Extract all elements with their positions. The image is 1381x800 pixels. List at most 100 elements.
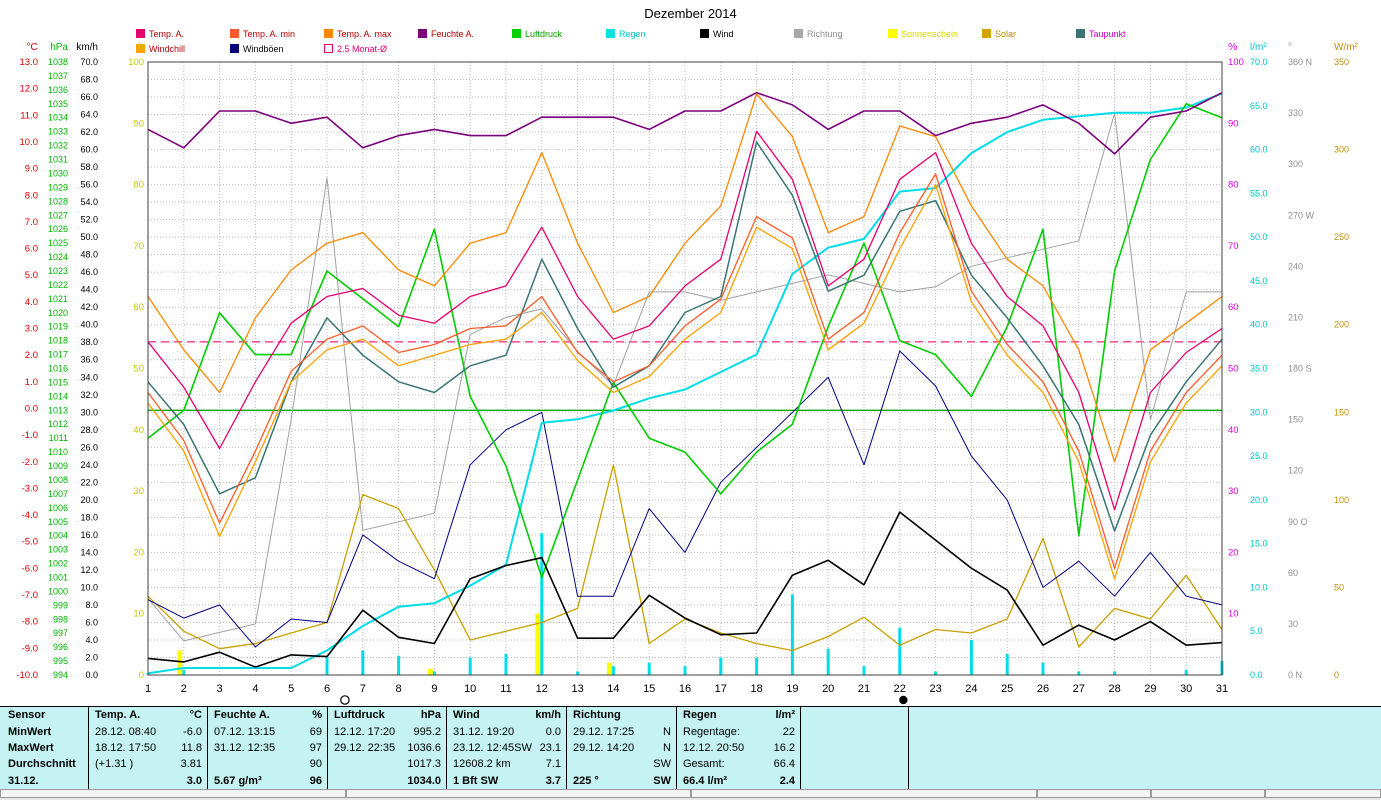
svg-text:1005: 1005: [48, 517, 68, 527]
svg-text:70.0: 70.0: [1250, 57, 1268, 67]
svg-text:1017: 1017: [48, 350, 68, 360]
x-axis-day-labels: 1 2 3 4 5 6 7 8 9 10 11 12 13 14 15 16 17 18 19 20 21 22 23 24 2…: [145, 683, 1228, 695]
legend-swatch-temp-a-max-icon: [324, 29, 333, 38]
stat-cell: 18.12. 17:50 11.8: [88, 739, 207, 757]
stats-empty-cell: [800, 739, 908, 757]
legend-item-taupunkt[interactable]: Taupunkt: [1076, 29, 1170, 39]
day-label: 14: [607, 683, 619, 695]
axis-left-kmh: km/h 70.0 68.0 66.0 64.0 62.0 60.0 58.0 56.0 54.0…: [76, 42, 98, 680]
svg-text:32.0: 32.0: [80, 390, 98, 400]
svg-text:52.0: 52.0: [80, 215, 98, 225]
axis-unit-kmh: km/h: [76, 42, 98, 53]
svg-text:1014: 1014: [48, 391, 68, 401]
axis-left-hpa: hPa 1038 1037 1036 1035 1034 1033 1032 1031 1030 1…: [48, 42, 68, 680]
legend-label-wind: Wind: [713, 28, 734, 39]
day-label: 11: [500, 683, 511, 695]
legend-item-wind[interactable]: Wind: [700, 29, 794, 39]
legend-item-windchill[interactable]: Windchill: [136, 44, 230, 54]
svg-text:0.0: 0.0: [25, 403, 38, 414]
svg-text:60.0: 60.0: [80, 145, 98, 155]
svg-text:40.0: 40.0: [1250, 320, 1268, 330]
day-label: 21: [858, 683, 870, 695]
legend-item-temp-a-max[interactable]: Temp. A. max: [324, 29, 418, 39]
day-label: 22: [894, 683, 906, 695]
svg-text:1026: 1026: [48, 224, 68, 234]
legend-label-temp-a-min: Temp. A. min: [243, 28, 296, 39]
legend-item-sonnenschein[interactable]: Sonnenschein: [888, 29, 982, 39]
svg-text:28.0: 28.0: [80, 425, 98, 435]
legend-item-monats-mittel[interactable]: 2.5 Monat-Ø: [324, 44, 418, 54]
svg-text:26.0: 26.0: [80, 442, 98, 452]
stat-cell: 12.12. 20:50 16.2: [676, 739, 800, 757]
svg-text:30.0: 30.0: [80, 407, 98, 417]
svg-text:44.0: 44.0: [80, 285, 98, 295]
svg-text:70: 70: [133, 241, 144, 252]
svg-text:1030: 1030: [48, 168, 68, 178]
svg-text:14.0: 14.0: [80, 547, 98, 557]
stat-cell: Regentage: 22: [676, 723, 800, 740]
stats-header-feuchte-a-: Feuchte A.%: [207, 707, 327, 724]
svg-text:10: 10: [1228, 609, 1239, 620]
svg-text:-7.0: -7.0: [22, 590, 38, 601]
legend-item-luftdruck[interactable]: Luftdruck: [512, 29, 606, 39]
legend-row-2: Windchill Windböen 2.5 Monat-Ø: [136, 41, 1170, 56]
svg-text:42.0: 42.0: [80, 302, 98, 312]
legend-label-taupunkt: Taupunkt: [1089, 28, 1126, 39]
legend-swatch-feuchte-a-icon: [418, 29, 427, 38]
day-label: 7: [360, 683, 366, 695]
legend-item-regen[interactable]: Regen: [606, 29, 700, 39]
day-label: 16: [679, 683, 691, 695]
svg-text:1007: 1007: [48, 489, 68, 499]
svg-text:30: 30: [1288, 619, 1298, 629]
svg-text:1036: 1036: [48, 85, 68, 95]
svg-text:80: 80: [133, 180, 144, 191]
stat-cell: 31.12. 19:20 0.0: [446, 723, 566, 740]
legend-item-temp-a[interactable]: Temp. A.: [136, 29, 230, 39]
legend-item-feuchte-a[interactable]: Feuchte A.: [418, 29, 512, 39]
svg-text:8.0: 8.0: [85, 600, 98, 610]
svg-text:-6.0: -6.0: [22, 563, 38, 574]
svg-text:1011: 1011: [49, 433, 68, 443]
day-label: 18: [750, 683, 762, 695]
stats-row-label: MinWert: [8, 725, 52, 738]
svg-text:330: 330: [1288, 108, 1303, 118]
day-label: 1: [145, 683, 151, 695]
svg-text:300: 300: [1288, 159, 1303, 169]
svg-text:1035: 1035: [48, 99, 68, 109]
legend-swatch-taupunkt-icon: [1076, 29, 1085, 38]
legend-item-windboeen[interactable]: Windböen: [230, 44, 324, 54]
legend-swatch-luftdruck-icon: [512, 29, 521, 38]
day-label: 13: [571, 683, 583, 695]
svg-text:40: 40: [133, 425, 144, 436]
svg-text:100: 100: [128, 57, 144, 68]
svg-text:64.0: 64.0: [80, 110, 98, 120]
svg-text:240: 240: [1288, 261, 1303, 271]
stat-cell: 12.12. 17:20 995.2: [327, 723, 446, 740]
stats-empty-cell: [800, 707, 908, 724]
legend-item-temp-a-min[interactable]: Temp. A. min: [230, 29, 324, 39]
svg-text:11.0: 11.0: [20, 110, 38, 121]
stats-filler-cell: [1138, 740, 1381, 756]
status-segment-6: [1265, 789, 1381, 798]
legend-swatch-windchill-icon: [136, 44, 145, 53]
series-temp-a-max: [147, 93, 1223, 463]
stats-empty-cell: [800, 723, 908, 740]
stats-filler-cell: [1138, 756, 1381, 772]
svg-text:10.0: 10.0: [1250, 582, 1268, 592]
status-segment-5: [1151, 789, 1265, 798]
svg-text:5.0: 5.0: [25, 270, 38, 281]
day-label: 29: [1144, 683, 1156, 695]
stat-cell: 31.12. 12:35 97: [207, 739, 327, 757]
svg-text:60: 60: [1228, 302, 1239, 313]
legend-item-richtung[interactable]: Richtung: [794, 29, 888, 39]
svg-text:120: 120: [1288, 466, 1303, 476]
svg-text:1023: 1023: [48, 266, 68, 276]
svg-text:66.0: 66.0: [80, 92, 98, 102]
svg-text:100: 100: [1228, 57, 1244, 68]
stat-cell: 1 Bft SW 3.7: [446, 772, 566, 789]
legend-swatch-temp-a-icon: [136, 29, 145, 38]
legend-item-solar[interactable]: Solar: [982, 29, 1076, 39]
weather-chart-plot[interactable]: °C13.012.011.010.09.08.07.06.05.04.03.02…: [0, 0, 1381, 705]
legend-label-windchill: Windchill: [149, 43, 186, 54]
svg-text:30: 30: [133, 486, 144, 497]
